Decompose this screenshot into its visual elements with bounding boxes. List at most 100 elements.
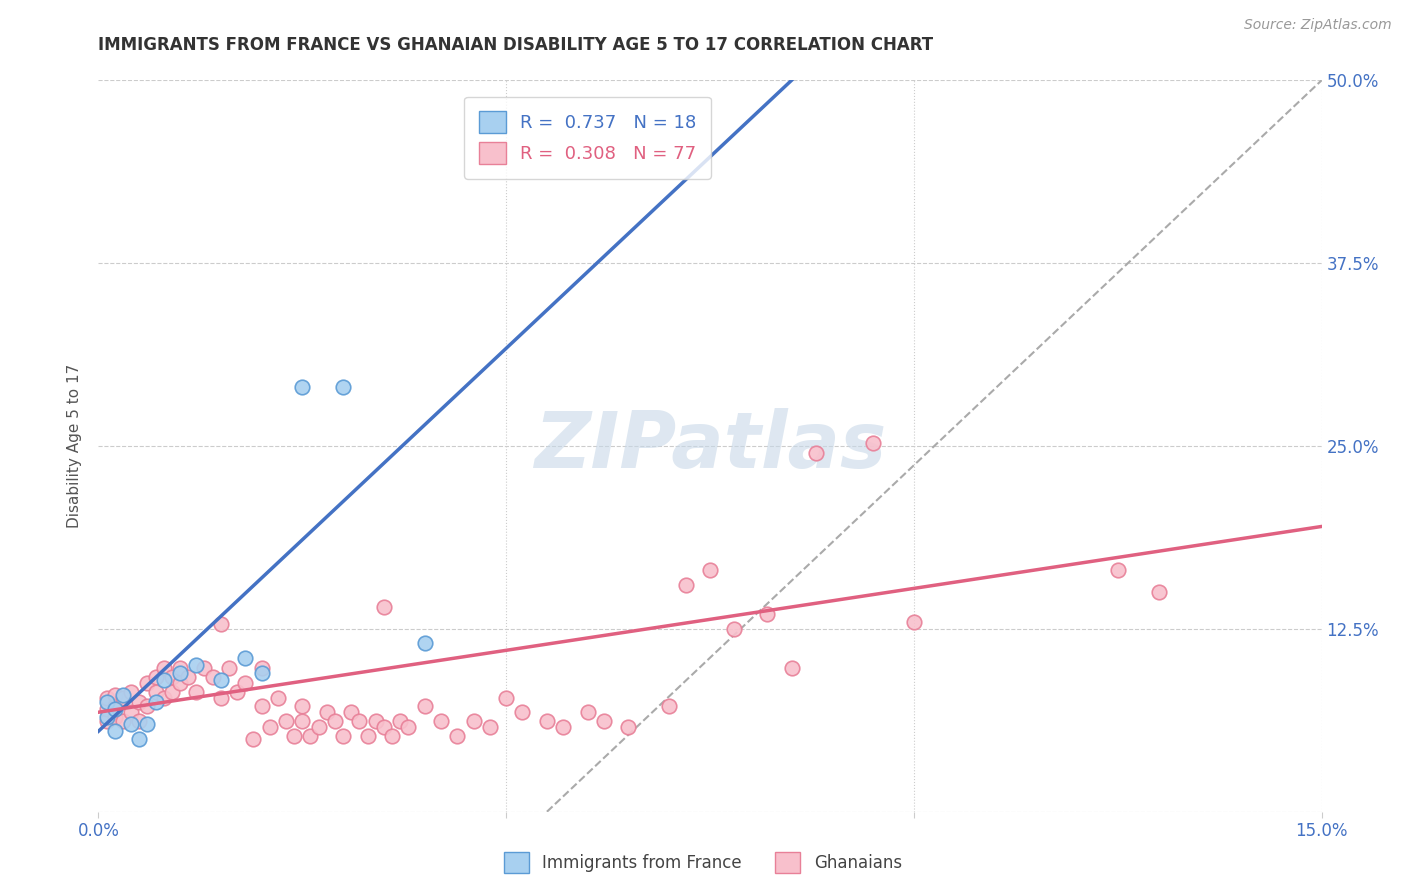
Point <box>340 705 363 719</box>
Y-axis label: Disability Age 5 to 17: Disability Age 5 to 17 <box>67 364 83 528</box>
Point <box>617 720 640 734</box>
Point <box>283 729 305 743</box>
Point <box>267 690 290 705</box>
Point <box>160 685 183 699</box>
Point <box>804 446 827 460</box>
Point <box>193 661 215 675</box>
Point <box>250 661 273 675</box>
Point <box>169 676 191 690</box>
Point <box>152 661 174 675</box>
Point <box>111 688 134 702</box>
Point <box>478 720 501 734</box>
Point <box>104 709 127 723</box>
Point <box>413 636 436 650</box>
Point <box>593 714 616 728</box>
Point <box>862 436 884 450</box>
Point <box>396 720 419 734</box>
Point <box>152 673 174 687</box>
Point <box>96 690 118 705</box>
Point <box>512 705 534 719</box>
Point <box>120 685 142 699</box>
Point <box>96 714 118 728</box>
Point <box>177 670 200 684</box>
Point <box>152 690 174 705</box>
Point <box>111 690 134 705</box>
Point <box>756 607 779 622</box>
Point <box>349 714 371 728</box>
Point <box>96 702 118 716</box>
Point <box>242 731 264 746</box>
Point <box>364 714 387 728</box>
Point <box>136 717 159 731</box>
Point <box>323 714 346 728</box>
Point <box>315 705 337 719</box>
Point <box>536 714 558 728</box>
Point <box>413 699 436 714</box>
Point <box>430 714 453 728</box>
Point <box>128 695 150 709</box>
Text: Source: ZipAtlas.com: Source: ZipAtlas.com <box>1244 18 1392 32</box>
Point <box>111 714 134 728</box>
Point <box>120 705 142 719</box>
Text: ZIPatlas: ZIPatlas <box>534 408 886 484</box>
Point <box>291 699 314 714</box>
Point <box>136 699 159 714</box>
Point <box>145 685 167 699</box>
Point <box>120 717 142 731</box>
Point <box>233 676 256 690</box>
Point <box>675 578 697 592</box>
Point <box>169 665 191 680</box>
Point <box>553 720 575 734</box>
Point <box>291 380 314 394</box>
Point <box>136 676 159 690</box>
Point <box>274 714 297 728</box>
Point <box>104 688 127 702</box>
Point <box>186 685 208 699</box>
Point <box>128 731 150 746</box>
Point <box>576 705 599 719</box>
Point <box>226 685 249 699</box>
Point <box>250 665 273 680</box>
Point <box>1107 563 1129 577</box>
Point <box>723 622 745 636</box>
Point <box>373 720 395 734</box>
Point <box>145 695 167 709</box>
Point <box>259 720 281 734</box>
Point <box>209 690 232 705</box>
Point <box>145 670 167 684</box>
Point <box>699 563 721 577</box>
Point <box>373 599 395 614</box>
Point <box>299 729 322 743</box>
Point <box>356 729 378 743</box>
Point <box>463 714 485 728</box>
Point <box>389 714 412 728</box>
Point <box>201 670 224 684</box>
Point <box>218 661 240 675</box>
Legend: R =  0.737   N = 18, R =  0.308   N = 77: R = 0.737 N = 18, R = 0.308 N = 77 <box>464 96 711 178</box>
Point <box>209 673 232 687</box>
Point <box>291 714 314 728</box>
Point <box>96 709 118 723</box>
Point <box>209 617 232 632</box>
Point <box>233 651 256 665</box>
Point <box>96 695 118 709</box>
Point <box>381 729 404 743</box>
Point <box>332 729 354 743</box>
Point <box>169 661 191 675</box>
Point <box>104 699 127 714</box>
Point <box>446 729 468 743</box>
Point <box>104 724 127 739</box>
Point <box>332 380 354 394</box>
Point <box>495 690 517 705</box>
Point <box>104 702 127 716</box>
Point <box>780 661 803 675</box>
Point <box>250 699 273 714</box>
Point <box>903 615 925 629</box>
Point <box>658 699 681 714</box>
Point <box>160 670 183 684</box>
Point <box>1147 585 1170 599</box>
Point <box>128 714 150 728</box>
Legend: Immigrants from France, Ghanaians: Immigrants from France, Ghanaians <box>498 846 908 880</box>
Point <box>308 720 330 734</box>
Text: IMMIGRANTS FROM FRANCE VS GHANAIAN DISABILITY AGE 5 TO 17 CORRELATION CHART: IMMIGRANTS FROM FRANCE VS GHANAIAN DISAB… <box>98 36 934 54</box>
